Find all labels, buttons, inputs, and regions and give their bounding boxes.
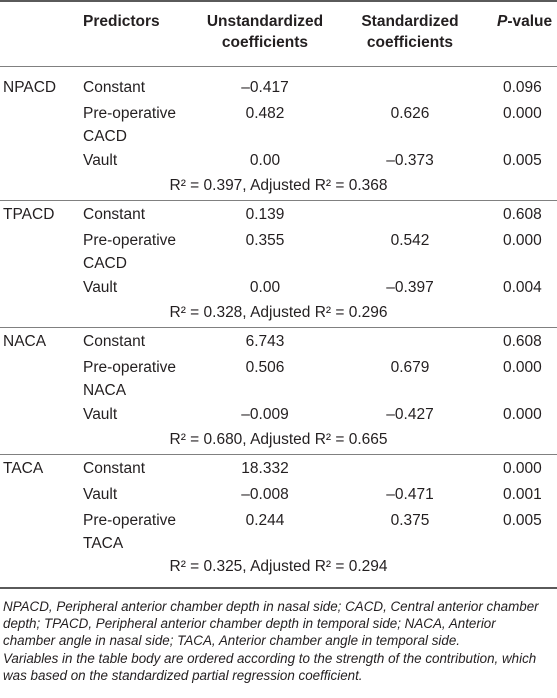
footnote-line-1: NPACD, Peripheral anterior chamber depth…: [3, 599, 539, 614]
r-squared-summary: R² = 0.328, Adjusted R² = 0.296: [169, 304, 388, 321]
header-rule: [0, 66, 557, 67]
p-value: 0.005: [503, 152, 542, 169]
unstandardized-coefficient: 0.355: [245, 232, 285, 249]
top-rule: [0, 0, 557, 2]
standardized-coefficient: –0.427: [386, 406, 434, 423]
header-unstandardized-line1: Unstandardized: [206, 13, 324, 30]
p-value: 0.000: [503, 359, 542, 376]
predictor-label: CACD: [83, 255, 127, 272]
p-value: 0.608: [503, 206, 542, 223]
standardized-coefficient: –0.397: [386, 279, 434, 296]
unstandardized-coefficient: –0.008: [241, 486, 289, 503]
standardized-coefficient: –0.373: [386, 152, 434, 169]
unstandardized-coefficient: 0.244: [245, 512, 285, 529]
predictor-label: Constant: [83, 460, 146, 477]
p-value: 0.005: [503, 512, 542, 529]
footnote-line-5: was based on the standardized partial re…: [3, 668, 363, 683]
header-standardized-line1: Standardized: [361, 13, 459, 30]
unstandardized-coefficient: 0.00: [249, 152, 281, 169]
unstandardized-coefficient: –0.417: [241, 79, 289, 96]
predictor-label: Vault: [83, 406, 118, 423]
predictor-label: NACA: [83, 382, 127, 399]
p-value: 0.000: [503, 406, 542, 423]
header-predictors: Predictors: [83, 13, 160, 30]
predictor-label: Constant: [83, 333, 146, 350]
predictor-label: CACD: [83, 128, 127, 145]
predictor-label: Constant: [83, 206, 146, 223]
standardized-coefficient: 0.626: [390, 105, 430, 122]
unstandardized-coefficient: 0.506: [245, 359, 285, 376]
predictor-label: Pre-operative: [83, 359, 177, 376]
predictor-label: Pre-operative: [83, 232, 177, 249]
predictor-label: Vault: [83, 486, 118, 503]
header-unstandardized-line2: coefficients: [221, 34, 309, 51]
predictor-label: Vault: [83, 279, 118, 296]
p-value: 0.001: [503, 486, 542, 503]
header-p-rest: -value: [507, 13, 553, 30]
standardized-coefficient: 0.375: [390, 512, 430, 529]
standardized-coefficient: 0.542: [390, 232, 430, 249]
unstandardized-coefficient: 0.482: [245, 105, 285, 122]
group-separator-rule: [0, 454, 557, 455]
predictor-label: Vault: [83, 152, 118, 169]
p-value: 0.608: [503, 333, 542, 350]
r-squared-summary: R² = 0.325, Adjusted R² = 0.294: [169, 558, 388, 575]
p-value: 0.004: [503, 279, 542, 296]
unstandardized-coefficient: 18.332: [241, 460, 289, 477]
header-p-italic: P: [497, 13, 508, 30]
unstandardized-coefficient: 0.139: [245, 206, 285, 223]
header-p-value: P-value: [497, 12, 552, 32]
predictor-label: Constant: [83, 79, 146, 96]
group-separator-rule: [0, 200, 557, 201]
standardized-coefficient: –0.471: [386, 486, 434, 503]
bottom-rule: [0, 587, 557, 589]
r-squared-summary: R² = 0.397, Adjusted R² = 0.368: [169, 177, 388, 194]
p-value: 0.000: [503, 460, 542, 477]
group-label: TPACD: [3, 206, 55, 223]
standardized-coefficient: 0.679: [390, 359, 430, 376]
predictor-label: Pre-operative: [83, 105, 177, 122]
p-value: 0.000: [503, 105, 542, 122]
unstandardized-coefficient: –0.009: [241, 406, 289, 423]
p-value: 0.000: [503, 232, 542, 249]
footnote-line-2: depth; TPACD, Peripheral anterior chambe…: [3, 616, 496, 631]
header-standardized-line2: coefficients: [366, 34, 454, 51]
group-label: NPACD: [3, 79, 57, 96]
p-value: 0.096: [503, 79, 542, 96]
group-label: NACA: [3, 333, 47, 350]
footnote-line-3: chamber angle in nasal side; TACA, Anter…: [3, 633, 461, 648]
unstandardized-coefficient: 0.00: [249, 279, 281, 296]
group-separator-rule: [0, 327, 557, 328]
r-squared-summary: R² = 0.680, Adjusted R² = 0.665: [169, 431, 388, 448]
unstandardized-coefficient: 6.743: [245, 333, 285, 350]
predictor-label: TACA: [83, 535, 124, 552]
footnote-line-4: Variables in the table body are ordered …: [3, 651, 537, 666]
group-label: TACA: [3, 460, 44, 477]
predictor-label: Pre-operative: [83, 512, 177, 529]
